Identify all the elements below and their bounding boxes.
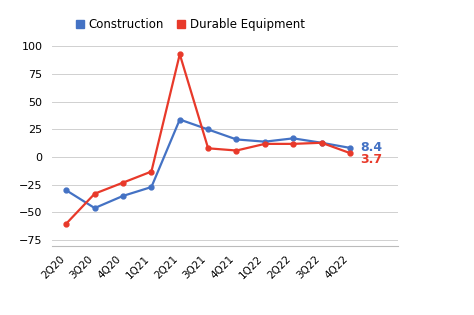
Legend: Construction, Durable Equipment: Construction, Durable Equipment bbox=[76, 18, 305, 31]
Text: 8.4: 8.4 bbox=[360, 141, 382, 154]
Text: 3.7: 3.7 bbox=[360, 153, 382, 166]
